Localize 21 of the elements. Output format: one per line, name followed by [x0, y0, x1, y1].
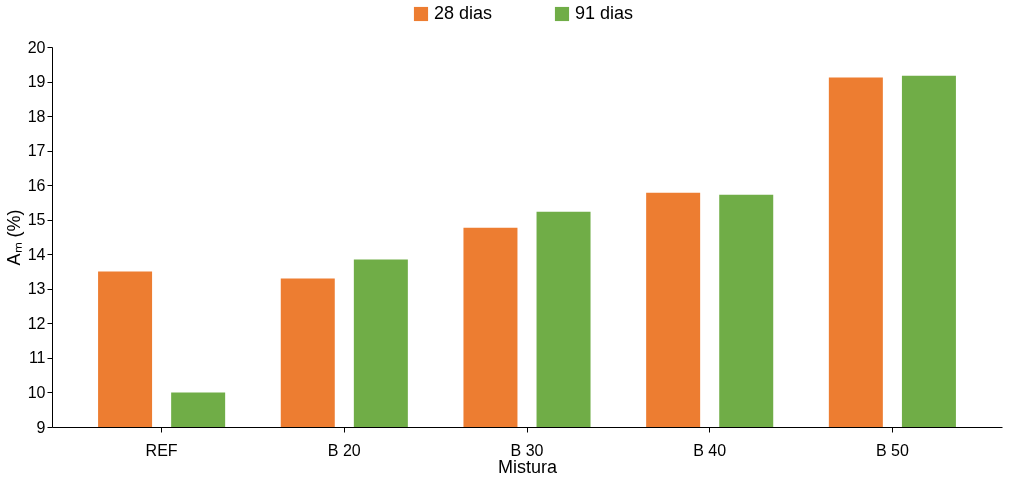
y-axis-title: Aₘ (%): [3, 209, 24, 266]
x-tick-label: B 40: [693, 441, 727, 459]
x-tick-label: B 50: [875, 441, 909, 459]
y-tick-label: 18: [27, 107, 46, 125]
y-tick-label: 10: [27, 383, 46, 401]
y-tick-label: 17: [27, 142, 46, 160]
y-tick-label: 13: [27, 280, 46, 298]
x-tick-label: B 30: [510, 441, 544, 459]
x-tick-label: B 20: [327, 441, 361, 459]
y-tick-label: 15: [27, 211, 46, 229]
y-tick-label: 16: [27, 176, 46, 194]
x-tick-label: REF: [145, 441, 178, 459]
y-tick-label: 11: [28, 349, 46, 367]
x-axis-title: Mistura: [497, 456, 558, 477]
y-tick-label: 19: [27, 73, 46, 91]
legend-label: 91 dias: [575, 3, 634, 23]
y-tick-label: 9: [36, 418, 46, 436]
y-tick-label: 14: [27, 245, 46, 263]
y-tick-label: 20: [27, 38, 46, 56]
legend-label: 28 dias: [434, 3, 493, 23]
y-tick-label: 12: [27, 314, 46, 332]
